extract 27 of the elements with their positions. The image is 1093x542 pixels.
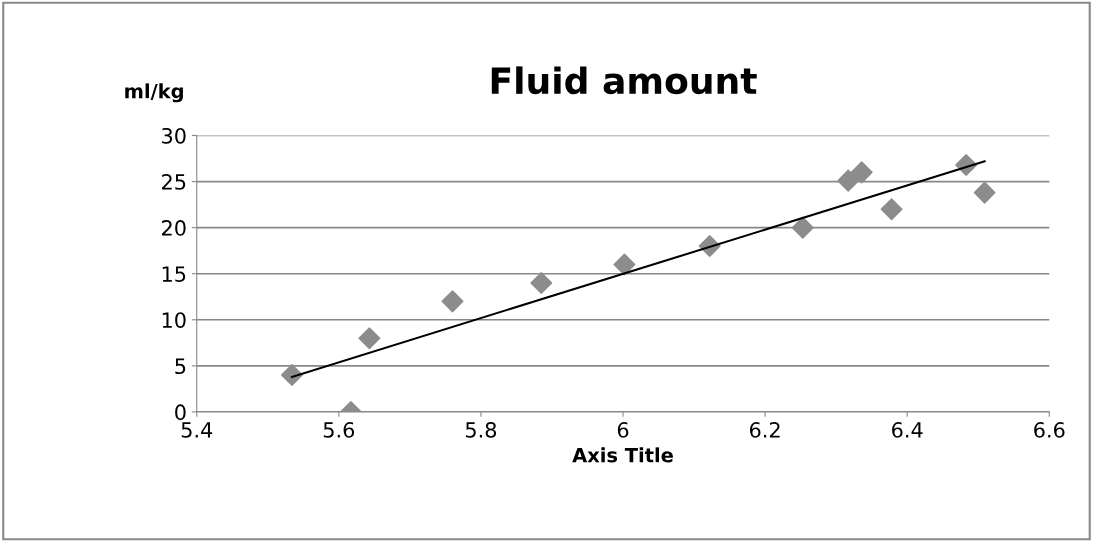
x-tick-label: 5.4 bbox=[181, 422, 213, 438]
y-tick-label: 10 bbox=[162, 312, 186, 328]
point bbox=[358, 327, 381, 350]
x-tick-label: 5.6 bbox=[323, 422, 355, 438]
point bbox=[880, 198, 903, 221]
y-tick-label: 20 bbox=[162, 220, 186, 236]
point bbox=[530, 271, 553, 294]
point bbox=[791, 216, 814, 239]
point bbox=[441, 290, 464, 313]
x-tick-label: 5.8 bbox=[465, 422, 497, 438]
chart-title: Fluid amount bbox=[491, 66, 757, 95]
y-tick-label: 5 bbox=[175, 358, 186, 375]
point bbox=[280, 364, 303, 387]
x-tick-label: 6.6 bbox=[1034, 422, 1065, 438]
y-tick-label: 25 bbox=[162, 174, 186, 190]
x-tick-label: 6 bbox=[617, 422, 629, 438]
point bbox=[850, 161, 873, 184]
y-tick-label: 0 bbox=[175, 404, 186, 421]
point bbox=[837, 169, 860, 192]
y-tick-label: 15 bbox=[162, 266, 186, 282]
x-tick-label: 6.4 bbox=[892, 422, 923, 438]
x-tick-label: 6.2 bbox=[749, 422, 780, 438]
y-tick-label: 30 bbox=[162, 127, 186, 144]
y-axis-title: ml/kg bbox=[125, 83, 183, 103]
point bbox=[613, 253, 636, 276]
x-axis-title: Axis Title bbox=[572, 447, 673, 463]
point bbox=[973, 181, 996, 204]
